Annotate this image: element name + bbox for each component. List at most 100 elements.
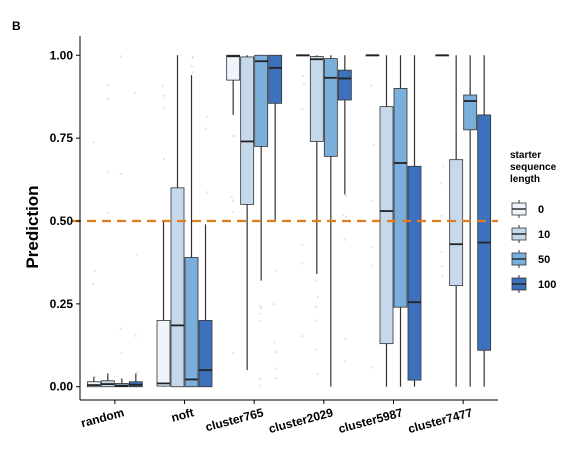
outlier-point (205, 191, 209, 194)
outlier-point (273, 341, 276, 344)
outlier-point (91, 282, 95, 285)
outlier-point (162, 157, 166, 161)
box-10 (170, 187, 185, 388)
outlier-point (259, 312, 262, 316)
x-tick-label: random (79, 405, 125, 430)
outlier-point (162, 94, 165, 98)
outlier-point (119, 55, 123, 58)
outlier-point (302, 83, 306, 86)
outlier-point (93, 375, 97, 378)
outlier-point (344, 337, 347, 341)
y-tick-label: 0.00 (50, 380, 74, 394)
outlier-point (370, 245, 373, 249)
box-50 (254, 54, 269, 147)
outlier-point (301, 334, 304, 338)
outlier-point (272, 302, 275, 306)
legend-label: 100 (538, 279, 556, 291)
x-tick-label: cluster5987 (337, 405, 405, 436)
outlier-point (135, 371, 139, 374)
outlier-point (440, 251, 443, 254)
outlier-point (135, 253, 139, 256)
outlier-point (258, 377, 261, 380)
outlier-point (369, 84, 373, 87)
outlier-point (190, 64, 193, 68)
outlier-point (162, 106, 166, 109)
outlier-point (301, 108, 304, 111)
box-50 (393, 88, 408, 308)
x-tick-label: cluster765 (204, 405, 265, 434)
outlier-point (439, 214, 443, 218)
y-tick-label: 0.25 (50, 297, 74, 311)
box-10 (449, 159, 464, 287)
outlier-point (232, 352, 235, 355)
box-50 (184, 257, 199, 388)
box-0 (226, 54, 241, 81)
outlier-point (301, 243, 304, 246)
box-100 (337, 69, 352, 101)
box-series-group (86, 54, 492, 388)
outlier-point (316, 295, 320, 299)
x-tick-label: cluster2029 (267, 405, 335, 436)
outlier-point (120, 352, 123, 355)
legend-title-line: length (510, 174, 540, 185)
y-axis-title: Prediction (23, 185, 42, 268)
outlier-point (232, 210, 235, 213)
outlier-point (315, 348, 318, 351)
x-tick-label: cluster7477 (407, 405, 475, 436)
outlier-point (442, 165, 445, 168)
outlier-point (205, 115, 208, 118)
panel-label: B (12, 19, 21, 33)
outlier-point (344, 194, 348, 198)
outlier-point (315, 319, 318, 322)
outlier-point (301, 74, 305, 78)
outlier-point (259, 306, 263, 310)
y-tick-label: 1.00 (50, 48, 74, 62)
box-10 (379, 106, 394, 345)
outlier-point (274, 376, 278, 380)
legend-label: 10 (538, 229, 550, 241)
outlier-point (316, 373, 319, 376)
x-tick-label: noft (170, 405, 196, 424)
outlier-point (191, 56, 194, 59)
legend-label: 50 (538, 254, 550, 266)
outlier-point (204, 127, 208, 130)
outlier-point (274, 269, 278, 272)
outlier-point (191, 71, 194, 74)
outlier-point (232, 134, 235, 138)
outlier-point (230, 195, 234, 199)
outlier-point (370, 264, 374, 267)
outlier-point (314, 305, 318, 309)
outlier-point (93, 269, 96, 273)
box-10 (309, 56, 324, 142)
outlier-point (106, 170, 110, 173)
outlier-point (119, 327, 122, 331)
outlier-point (92, 141, 96, 144)
outlier-point (371, 199, 374, 203)
y-tick-label: 0.50 (50, 214, 74, 228)
box-50 (463, 94, 478, 131)
outlier-point (134, 334, 138, 338)
legend-title-line: starter (510, 150, 541, 161)
outlier-point (343, 238, 346, 241)
outlier-point (119, 172, 122, 176)
outlier-point (315, 279, 318, 283)
outlier-point (301, 262, 304, 265)
legend-title-line: sequence (510, 162, 557, 173)
box-50 (323, 58, 338, 157)
outlier-point (259, 304, 262, 308)
outlier-point (344, 215, 348, 219)
outlier-point (274, 350, 277, 354)
outlier-point (440, 181, 443, 185)
y-tick-label: 0.75 (50, 131, 74, 145)
outlier-point (107, 97, 110, 101)
outlier-point (259, 384, 262, 387)
box-100 (477, 114, 492, 351)
outlier-point (441, 275, 444, 278)
outlier-point (133, 91, 137, 94)
outlier-point (106, 83, 109, 87)
box-100 (407, 165, 422, 381)
box-0 (156, 320, 171, 387)
box-100 (198, 320, 213, 388)
